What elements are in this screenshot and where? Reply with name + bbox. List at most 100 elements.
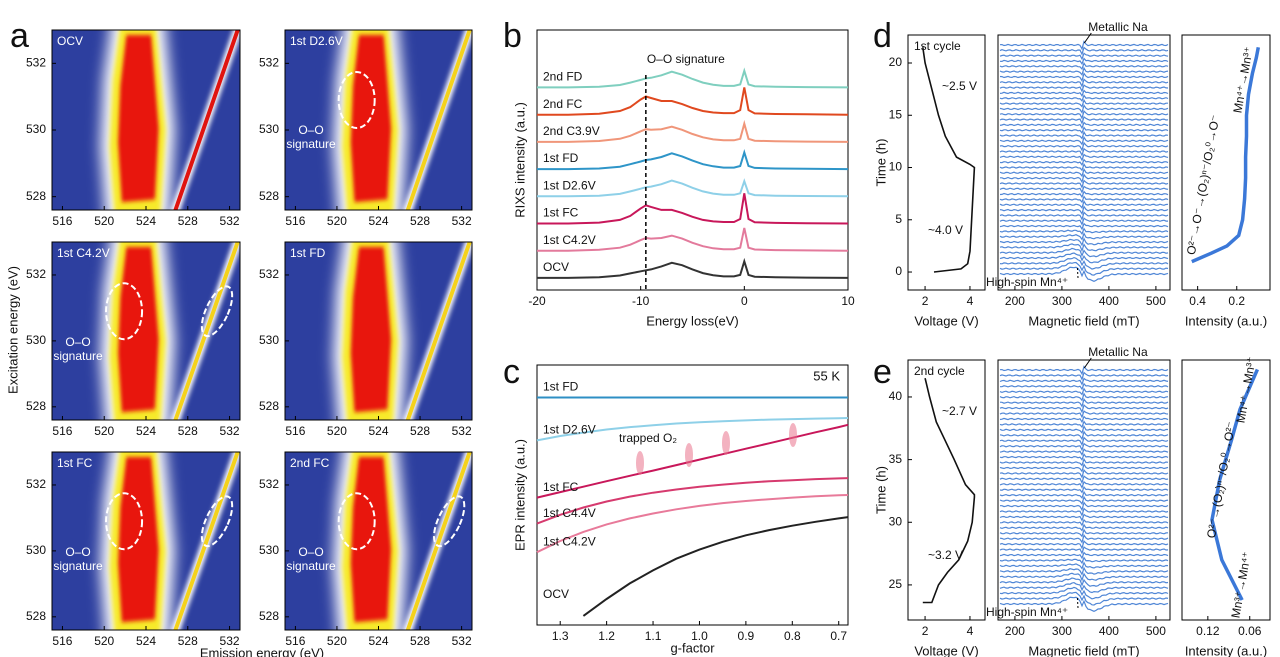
y-tick-label: 530 (259, 543, 279, 557)
spectrum-trace (999, 424, 1168, 434)
x-tick-label: 0.4 (1189, 294, 1206, 308)
legend-label: 1st FD (543, 380, 579, 394)
annotation: signature (286, 137, 336, 151)
spectrum-trace (999, 480, 1169, 489)
spectrum-trace (999, 415, 1169, 424)
elastic-line (405, 242, 472, 420)
y-axis-label: Time (h) (873, 139, 888, 187)
x-tick-label: 532 (452, 214, 472, 228)
x-tick-label: 516 (285, 214, 305, 228)
spectrum-trace (999, 485, 1169, 494)
x-axis-label: Voltage (V) (914, 313, 978, 328)
legend-label: OCV (543, 587, 569, 601)
spectrum-trace (999, 98, 1168, 108)
spectrum-trace (999, 158, 1169, 167)
spectrum-trace (999, 533, 1169, 544)
trapped-marker (789, 423, 797, 447)
spectrum-trace (999, 135, 1169, 146)
legend-label: OCV (543, 260, 569, 274)
trapped-marker (722, 431, 730, 455)
spectrum-trace (999, 410, 1169, 419)
series-line (537, 87, 849, 116)
arrow (1083, 357, 1092, 369)
heatmap-image (285, 452, 472, 630)
x-tick-label: 500 (1146, 294, 1166, 308)
x-tick-label: 520 (327, 424, 347, 438)
x-tick-label: 520 (94, 424, 114, 438)
heatmap-image (285, 242, 472, 420)
x-tick-label: 1.0 (691, 629, 708, 643)
spectrum-trace (999, 162, 1169, 172)
spectrum-trace (999, 147, 1169, 157)
x-tick-label: 516 (52, 214, 72, 228)
y-tick-label: 528 (259, 399, 279, 413)
panel-title: 1st FC (57, 456, 93, 470)
x-tick-label: 1.1 (645, 629, 662, 643)
series-line (537, 178, 849, 198)
y-axis-label: Time (h) (873, 466, 888, 514)
x-tick-label: 516 (285, 634, 305, 648)
spectrum-trace (999, 84, 1169, 93)
spectrum-trace (999, 109, 1169, 120)
x-tick-label: 524 (368, 634, 388, 648)
y-tick-label: 528 (259, 189, 279, 203)
x-tick-label: 528 (178, 424, 198, 438)
x-tick-label: 300 (1052, 294, 1072, 308)
y-tick-label: 530 (26, 543, 46, 557)
y-tick-label: 35 (889, 452, 903, 466)
x-tick-label: 516 (285, 424, 305, 438)
spectrum-trace (999, 586, 1169, 600)
spectrum-trace (999, 130, 1169, 140)
x-tick-label: 300 (1052, 624, 1072, 638)
spectrum-trace (999, 185, 1169, 194)
series-line (922, 378, 976, 604)
highlight-circle (105, 492, 144, 551)
x-tick-label: 0.12 (1196, 624, 1220, 638)
spectrum-trace (999, 475, 1169, 485)
elastic-line (405, 30, 472, 210)
annotation: trapped O₂ (619, 431, 677, 445)
x-tick-label: 0.7 (830, 629, 847, 643)
spectrum-trace (999, 572, 1169, 582)
spectrum-trace (999, 591, 1169, 606)
spectrum-trace (999, 468, 1169, 479)
legend-label: 2nd C3.9V (543, 124, 600, 138)
spectrum-trace (999, 72, 1169, 83)
elastic-line (173, 452, 240, 630)
spectrum-trace (999, 57, 1169, 66)
highlight-circle (105, 282, 144, 341)
series-line (582, 516, 849, 617)
annotation: signature (53, 559, 103, 573)
elastic-line (173, 30, 240, 210)
series-line (1210, 368, 1260, 601)
y-tick-label: 20 (889, 55, 903, 69)
spectrum-trace (1000, 173, 1169, 184)
spectrum-trace (999, 436, 1169, 447)
x-axis-label: Magnetic field (mT) (1028, 313, 1139, 328)
y-tick-label: 530 (26, 122, 46, 136)
panel-label: a (10, 17, 29, 55)
spectrum-trace (999, 513, 1169, 522)
y-tick-label: 528 (26, 189, 46, 203)
annotation: ~4.0 V (928, 223, 963, 237)
spectrum-trace (999, 448, 1169, 457)
annotation: ~3.2 V (928, 548, 963, 562)
spectrum-trace (1000, 501, 1169, 512)
x-tick-label: 524 (368, 214, 388, 228)
annotation: O²⁻→(O₂)ⁿ⁻/O₂⁰→O²⁻ (1204, 420, 1238, 539)
annotation: O²⁻→O⁻→(O₂)ⁿ⁻/O₂⁰→O⁻ (1184, 114, 1222, 256)
series-line (537, 193, 849, 225)
plot-frame (997, 359, 1171, 621)
legend-label: 1st C4.2V (543, 534, 596, 548)
spectrum-trace (999, 442, 1169, 452)
legend-label: 1st C4.2V (543, 233, 596, 247)
spectrum-trace (999, 222, 1169, 231)
y-tick-label: 532 (259, 267, 279, 281)
x-axis-label: Energy loss(eV) (646, 313, 738, 328)
spectrum-trace (999, 227, 1169, 236)
x-tick-label: 2 (922, 624, 929, 638)
x-tick-label: 0.8 (784, 629, 801, 643)
x-axis-label: Voltage (V) (914, 643, 978, 657)
x-tick-label: -20 (528, 294, 546, 308)
plot-frame (1181, 34, 1271, 291)
